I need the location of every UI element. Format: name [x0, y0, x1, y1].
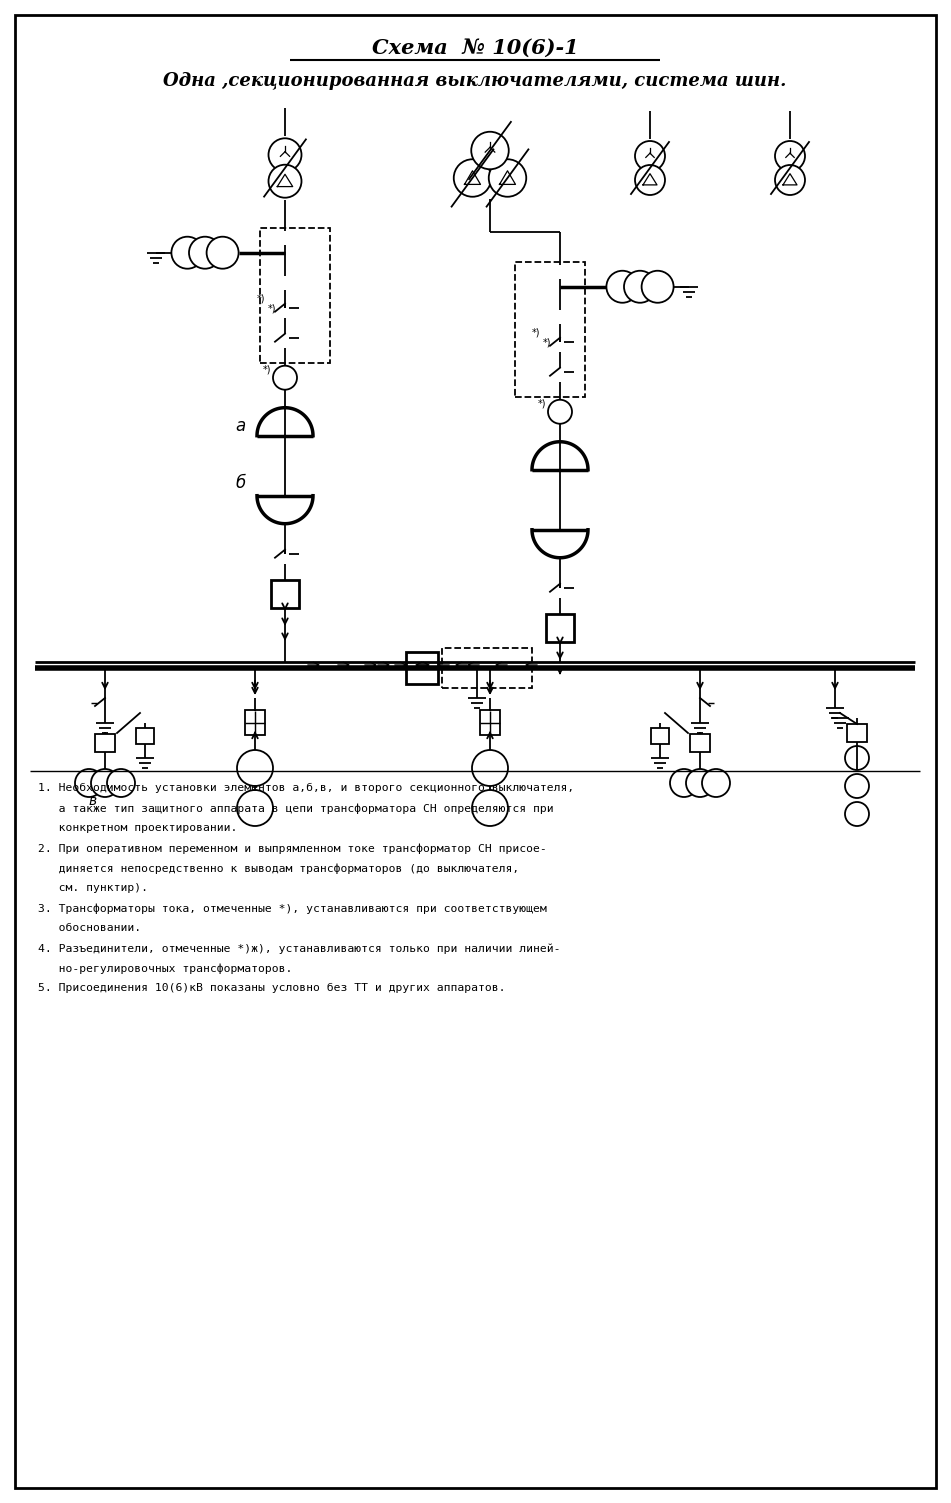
Text: но-регулировочных трансформаторов.: но-регулировочных трансформаторов.	[38, 963, 292, 974]
Circle shape	[237, 791, 273, 827]
Circle shape	[454, 159, 492, 197]
Bar	[651, 727, 669, 744]
Text: а: а	[235, 416, 245, 434]
Circle shape	[189, 236, 221, 269]
Circle shape	[686, 770, 714, 797]
Text: диняется непосредственно к выводам трансформаторов (до выключателя,: диняется непосредственно к выводам транс…	[38, 863, 519, 873]
Circle shape	[273, 365, 297, 389]
Circle shape	[845, 774, 869, 798]
Text: 2. При оперативном переменном и выпрямленном токе трансформатор СН присое-: 2. При оперативном переменном и выпрямле…	[38, 843, 547, 854]
Bar	[136, 727, 154, 744]
Text: Схема  № 10(6)-1: Схема № 10(6)-1	[372, 38, 578, 59]
Text: *): *)	[538, 398, 547, 409]
Circle shape	[635, 141, 665, 171]
Text: *): *)	[257, 293, 265, 304]
Bar	[260, 227, 330, 362]
Circle shape	[472, 791, 508, 827]
Circle shape	[548, 400, 572, 424]
Bar	[272, 275, 298, 290]
Bar	[547, 265, 573, 278]
Circle shape	[845, 745, 869, 770]
Circle shape	[268, 165, 301, 198]
Text: *): *)	[543, 338, 552, 347]
Circle shape	[268, 138, 301, 171]
Bar	[515, 262, 585, 397]
Bar	[442, 648, 532, 688]
Text: обосновании.: обосновании.	[38, 923, 141, 933]
Circle shape	[171, 236, 204, 269]
Circle shape	[775, 165, 805, 195]
Bar	[245, 709, 265, 735]
Circle shape	[489, 159, 526, 197]
Text: см. пунктир).: см. пунктир).	[38, 882, 148, 893]
Text: 3. Трансформаторы тока, отмеченные *), устанавливаются при соответствующем: 3. Трансформаторы тока, отмеченные *), у…	[38, 903, 547, 914]
Bar	[546, 613, 574, 642]
Circle shape	[472, 132, 509, 170]
Text: в: в	[89, 794, 97, 809]
Circle shape	[91, 770, 119, 797]
Text: конкретном проектировании.: конкретном проектировании.	[38, 824, 238, 833]
Circle shape	[206, 236, 239, 269]
Circle shape	[845, 803, 869, 827]
Circle shape	[107, 770, 135, 797]
Bar	[690, 733, 710, 752]
Bar	[95, 733, 115, 752]
Bar	[406, 652, 438, 684]
Bar	[272, 230, 298, 245]
Text: *): *)	[263, 365, 271, 374]
Text: *): *)	[532, 328, 540, 338]
Bar	[847, 724, 867, 742]
Text: а также тип защитного аппарата в цепи трансформатора СН определяются при: а также тип защитного аппарата в цепи тр…	[38, 803, 553, 813]
Circle shape	[624, 271, 656, 302]
Circle shape	[702, 770, 730, 797]
Text: 4. Разъединители, отмеченные *)ж), устанавливаются только при наличии линей-: 4. Разъединители, отмеченные *)ж), устан…	[38, 942, 560, 953]
Bar	[480, 709, 500, 735]
Text: Одна ,секционированная выключателями, система шин.: Одна ,секционированная выключателями, си…	[164, 72, 786, 90]
Circle shape	[670, 770, 698, 797]
Bar	[547, 310, 573, 323]
Bar	[538, 280, 558, 293]
Bar	[271, 580, 299, 607]
Circle shape	[607, 271, 638, 302]
Circle shape	[472, 750, 508, 786]
Text: 1. Необходимость установки элементов а,б,в, и второго секционного выключателя,: 1. Необходимость установки элементов а,б…	[38, 783, 574, 794]
Circle shape	[75, 770, 103, 797]
Text: б: б	[235, 473, 245, 491]
Text: 5. Присоединения 10(6)кВ показаны условно без ТТ и других аппаратов.: 5. Присоединения 10(6)кВ показаны условн…	[38, 983, 506, 993]
Bar	[287, 245, 307, 260]
Circle shape	[642, 271, 673, 302]
Circle shape	[635, 165, 665, 195]
Circle shape	[237, 750, 273, 786]
Circle shape	[775, 141, 805, 171]
Text: *): *)	[268, 304, 277, 314]
